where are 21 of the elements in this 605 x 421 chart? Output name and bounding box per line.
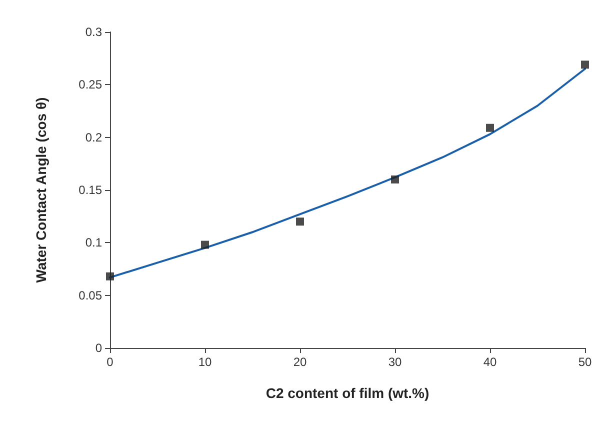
y-tick-label: 0.25 [78,78,102,92]
point [201,240,209,249]
y-tick-label: 0.2 [85,130,102,144]
point [296,218,304,226]
point [391,175,399,184]
point [486,124,494,132]
x-axis-title: C2 content of film (wt.%) [266,385,430,401]
x-tick-label: 20 [293,355,307,369]
x-tick-label: 30 [388,355,402,369]
y-tick-label: 0.05 [78,288,102,302]
point [106,272,114,280]
y-axis-title: Water Contact Angle (cos θ) [33,97,49,283]
x-tick-label: 0 [106,355,114,369]
x-tick-label: 40 [483,355,497,369]
x-tick-label: 50 [578,355,592,369]
point [581,60,589,69]
y-tick-label: 0.15 [78,183,102,197]
y-tick-label: 0.3 [85,25,102,39]
y-tick-label: 0.1 [85,236,102,250]
y-tick-label: 0 [95,341,102,355]
x-tick-label: 10 [198,355,212,369]
